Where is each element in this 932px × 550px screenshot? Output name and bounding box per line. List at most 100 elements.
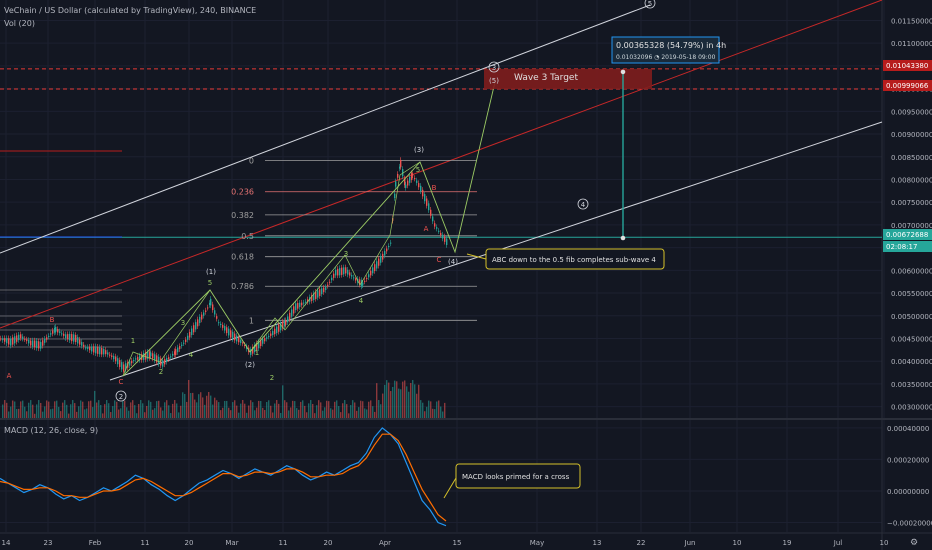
- wave-label-circle: [488, 61, 500, 73]
- volume-bar: [378, 400, 380, 418]
- volume-bar: [292, 400, 294, 418]
- candle-body: [440, 232, 442, 236]
- volume-bar: [324, 407, 326, 418]
- price-badge: [883, 60, 932, 71]
- volume-bar: [106, 400, 108, 418]
- candle-body: [216, 316, 218, 319]
- macd-label: MACD (12, 26, close, 9): [4, 426, 99, 435]
- candle-body: [252, 346, 254, 354]
- fib-label: 0.236: [231, 188, 254, 197]
- candle-body: [54, 327, 56, 333]
- volume-bar: [412, 380, 414, 418]
- price-badge-label: 0.00999066: [886, 82, 929, 90]
- volume-bar: [274, 403, 276, 418]
- candle-body: [426, 198, 428, 206]
- fib-label: 0.618: [231, 253, 254, 262]
- candle-body: [123, 364, 125, 372]
- candle-body: [364, 280, 366, 282]
- volume-bar: [52, 408, 54, 418]
- volume-bar: [426, 406, 428, 418]
- wave-label-circle: [577, 198, 589, 210]
- candle-body: [226, 327, 228, 334]
- candle-body: [101, 347, 103, 355]
- volume-bar: [204, 404, 206, 418]
- volume-bar: [308, 403, 310, 418]
- candle-body: [69, 333, 71, 341]
- volume-bar: [260, 401, 262, 418]
- volume-bar: [20, 401, 22, 418]
- candle-body: [323, 287, 325, 293]
- volume-bar: [208, 392, 210, 418]
- candle-body: [32, 340, 34, 347]
- candle-body: [133, 360, 135, 362]
- candle-body: [214, 310, 216, 315]
- candle-body: [139, 355, 141, 361]
- wave-label: A: [7, 372, 12, 380]
- elliott-minor-path: [249, 161, 421, 353]
- candle-body: [297, 302, 299, 309]
- volume-bar: [82, 401, 84, 418]
- volume-bar: [148, 400, 150, 418]
- target-box: [484, 68, 652, 90]
- x-tick-label: 11: [141, 539, 150, 547]
- candle-body: [234, 333, 236, 341]
- volume-bar: [40, 402, 42, 418]
- candle-body: [343, 267, 345, 275]
- candle-body: [34, 340, 36, 348]
- price-badge-label: 0.01043380: [886, 62, 928, 70]
- volume-bar: [166, 400, 168, 418]
- chart-title: VeChain / US Dollar (calculated by Tradi…: [4, 6, 257, 15]
- candle-body: [380, 256, 382, 263]
- measure-dot: [620, 69, 626, 75]
- volume-bar: [2, 404, 4, 418]
- candle-body: [30, 340, 32, 346]
- callout-text: ABC down to the 0.5 fib completes sub-wa…: [492, 256, 656, 264]
- candle-body: [65, 334, 67, 339]
- volume-bar: [90, 400, 92, 418]
- candle-body: [366, 277, 368, 280]
- volume-bar: [46, 400, 48, 418]
- volume-bar: [188, 379, 190, 418]
- candle-body: [315, 291, 317, 299]
- volume-bar: [428, 400, 430, 418]
- wave-label: (5): [489, 77, 499, 85]
- y-tick-label: 0.01150000: [891, 17, 932, 25]
- volume-bar: [348, 413, 350, 418]
- volume-bar: [380, 404, 382, 418]
- candle-body: [2, 338, 4, 341]
- volume-bar: [340, 412, 342, 418]
- volume-bar: [318, 400, 320, 418]
- volume-bar: [402, 381, 404, 418]
- volume-bar: [210, 395, 212, 418]
- candle-body: [125, 363, 127, 370]
- candle-body: [376, 261, 378, 269]
- candle-body: [150, 352, 152, 357]
- candle-body: [175, 349, 177, 356]
- macd-y-tick-label: 0.00020000: [887, 456, 929, 464]
- candle-body: [442, 234, 444, 239]
- volume-bar: [218, 402, 220, 418]
- volume-bar: [92, 407, 94, 418]
- candle-body: [16, 335, 18, 342]
- volume-bar: [370, 400, 372, 418]
- candle-body: [38, 341, 40, 349]
- candle-body: [115, 356, 117, 362]
- volume-bar: [154, 408, 156, 418]
- candle-body: [276, 326, 278, 334]
- candle-body: [162, 360, 164, 367]
- price-badge: [883, 241, 932, 252]
- callout-pointer: [466, 253, 487, 260]
- candle-body: [341, 267, 343, 275]
- volume-bar: [200, 392, 202, 418]
- wave-label: 3: [344, 250, 348, 258]
- candle-body: [359, 279, 361, 285]
- volume-bar: [10, 406, 12, 418]
- volume-bar: [224, 400, 226, 418]
- candle-body: [224, 326, 226, 331]
- candle-body: [185, 339, 187, 342]
- candle-body: [209, 302, 211, 306]
- x-tick-label: May: [530, 539, 544, 547]
- volume-bar: [32, 404, 34, 418]
